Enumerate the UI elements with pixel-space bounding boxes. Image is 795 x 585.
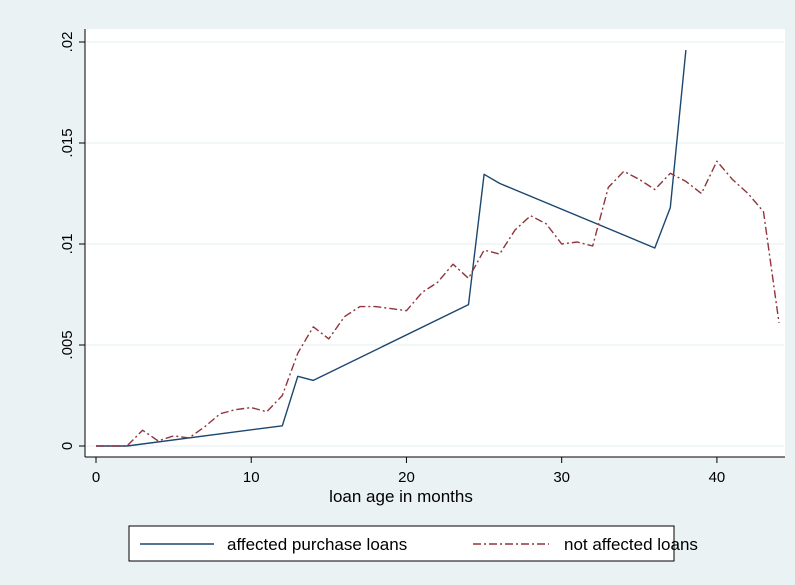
x-tick-label: 10 bbox=[243, 469, 260, 486]
y-tick-label: 0 bbox=[59, 442, 76, 450]
y-tick-label: .015 bbox=[59, 128, 76, 157]
legend-box bbox=[128, 525, 675, 562]
axes: 0 .005 .01 .015 .02 0 10 20 30 40 bbox=[59, 29, 785, 486]
y-tick-label: .005 bbox=[59, 330, 76, 359]
legend: affected purchase loans not affected loan… bbox=[128, 525, 698, 562]
x-tick-label: 40 bbox=[709, 469, 726, 486]
series-line-1 bbox=[96, 50, 687, 447]
legend-label-1: affected purchase loans bbox=[227, 535, 407, 554]
x-axis-title: loan age in months bbox=[329, 487, 473, 506]
plot-area bbox=[85, 29, 785, 457]
x-tick-label: 0 bbox=[92, 469, 100, 486]
x-tick-label: 20 bbox=[398, 469, 415, 486]
legend-label-2: not affected loans bbox=[564, 535, 698, 554]
series-lines bbox=[96, 50, 780, 447]
series-line-2 bbox=[96, 160, 780, 447]
grid-lines bbox=[86, 41, 784, 447]
x-tick-label: 30 bbox=[553, 469, 570, 486]
y-tick-label: .02 bbox=[59, 32, 76, 53]
y-tick-label: .01 bbox=[59, 234, 76, 255]
